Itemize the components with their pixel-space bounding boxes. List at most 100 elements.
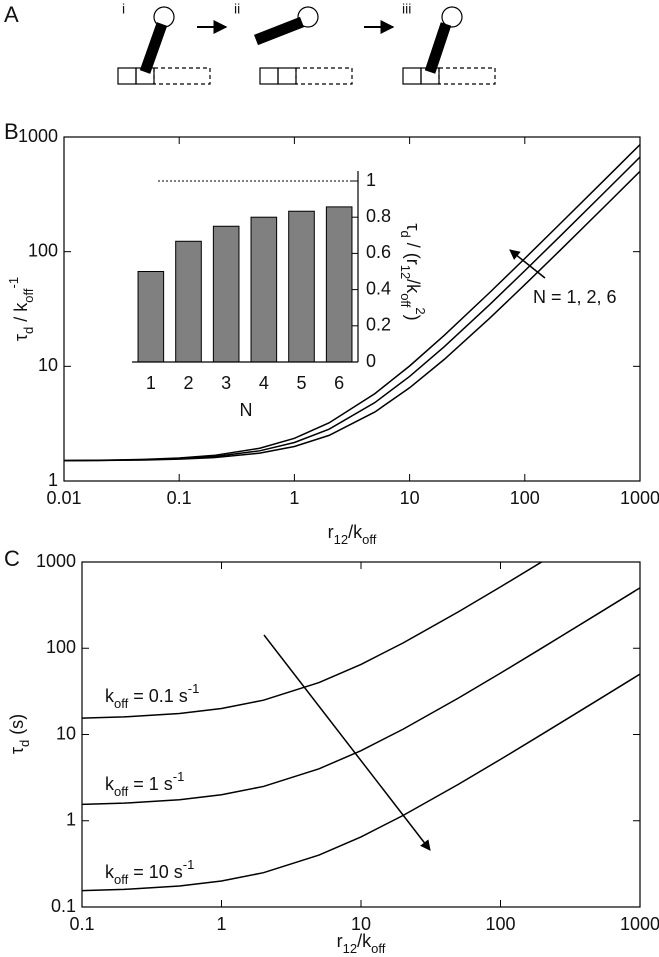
y-tick-label: 0.6 xyxy=(366,242,391,262)
x-axis-label: N xyxy=(240,400,253,420)
x-tick-label: 0.1 xyxy=(167,488,192,508)
series-label: koff = 1 s-1 xyxy=(105,769,184,799)
text-part: = 10 s xyxy=(128,862,183,882)
curve xyxy=(82,562,544,719)
y-axis-label: τd (s) xyxy=(7,714,32,754)
series-label: koff = 10 s-1 xyxy=(105,857,194,887)
x-axis-label: r12/koff xyxy=(328,522,377,547)
text-part: k xyxy=(105,686,115,706)
arrow xyxy=(509,249,546,279)
curve xyxy=(82,673,640,892)
text-part: ) xyxy=(403,315,423,321)
y-tick-label: 0.1 xyxy=(51,896,76,916)
text-part: off xyxy=(114,872,129,887)
text-part: -1 xyxy=(6,277,21,289)
text-part: r xyxy=(337,931,343,951)
step-label: iii xyxy=(402,1,411,17)
text-part: 2 xyxy=(413,307,428,314)
text-part: d xyxy=(17,740,32,747)
y-tick-label: 10 xyxy=(56,723,76,743)
text-part: 12 xyxy=(343,941,357,956)
bar xyxy=(212,225,240,363)
text-part: (s) xyxy=(7,714,27,740)
text-part: /k xyxy=(348,522,363,542)
plot-frame xyxy=(81,561,641,908)
bar xyxy=(175,240,202,363)
text-part: k xyxy=(105,862,115,882)
bar xyxy=(137,271,165,363)
y-tick-label: 1 xyxy=(48,470,58,490)
text-part: off xyxy=(114,784,129,799)
text-part: -1 xyxy=(188,681,200,696)
panel-letter: B xyxy=(4,119,19,144)
x-tick-label: 1 xyxy=(289,488,299,508)
text-part: off xyxy=(114,696,129,711)
x-tick-label: 3 xyxy=(221,373,231,393)
text-part: -1 xyxy=(183,857,195,872)
annotation: N = 1, 2, 6 xyxy=(533,287,617,307)
y-tick-label: 0.8 xyxy=(366,206,391,226)
x-tick-label: 0.1 xyxy=(69,914,94,934)
text-part: N xyxy=(240,400,253,420)
schematic: i ii iii xyxy=(117,1,496,85)
x-tick-label: 10 xyxy=(351,914,371,934)
plot-frame xyxy=(63,136,641,482)
step-label: i xyxy=(122,1,125,17)
arrow xyxy=(263,634,431,851)
y-tick-label: 0.4 xyxy=(366,278,391,298)
x-tick-label: 1 xyxy=(146,373,156,393)
y-tick-label: 0.2 xyxy=(366,315,391,335)
curve xyxy=(64,144,640,462)
step-label: ii xyxy=(234,1,240,17)
text-part: = 1 s xyxy=(128,774,173,794)
y-tick-label: 1000 xyxy=(18,126,58,146)
x-tick-label: 6 xyxy=(334,373,344,393)
panel-letter: C xyxy=(4,546,20,571)
text-part: / k xyxy=(11,302,31,327)
y-tick-label: 100 xyxy=(46,637,76,657)
x-axis-label: r12/koff xyxy=(337,931,386,956)
text-part: τ xyxy=(11,334,31,341)
y-tick-label: 1000 xyxy=(36,551,76,571)
text-part: off xyxy=(371,941,386,956)
text-part: /k xyxy=(403,279,423,294)
y-tick-label: 0 xyxy=(366,351,376,371)
bar xyxy=(325,206,353,363)
bar xyxy=(288,210,315,363)
y-axis-label: τd / (r12/koff2) xyxy=(398,223,428,320)
y-tick-label: 1 xyxy=(366,170,376,190)
text-part: d xyxy=(21,327,36,334)
y-axis-label: τd / koff-1 xyxy=(6,277,36,341)
text-part: 12 xyxy=(334,532,348,547)
text-part: r xyxy=(328,522,334,542)
x-tick-label: 1000 xyxy=(620,488,659,508)
x-tick-label: 10 xyxy=(400,488,420,508)
text-part: -1 xyxy=(173,769,185,784)
bar xyxy=(250,216,278,363)
x-tick-label: 0.01 xyxy=(46,488,81,508)
text-part: d xyxy=(398,230,413,237)
x-tick-label: 100 xyxy=(485,914,515,934)
text-part: / (r xyxy=(403,238,423,265)
series-label: koff = 0.1 s-1 xyxy=(105,681,199,711)
text-part: off xyxy=(21,288,36,303)
y-tick-label: 100 xyxy=(28,240,58,260)
x-tick-label: 1 xyxy=(216,914,226,934)
text-part: k xyxy=(105,774,115,794)
y-tick-label: 10 xyxy=(38,355,58,375)
panel-letter: A xyxy=(4,2,19,27)
curve xyxy=(82,587,640,806)
x-tick-label: 4 xyxy=(259,373,269,393)
text-part: τ xyxy=(403,223,423,230)
text-part: τ xyxy=(7,747,27,754)
x-tick-label: 5 xyxy=(296,373,306,393)
text-part: off xyxy=(362,532,377,547)
text-part: = 0.1 s xyxy=(128,686,188,706)
text-part: /k xyxy=(357,931,372,951)
x-tick-label: 100 xyxy=(510,488,540,508)
x-tick-label: 1000 xyxy=(620,914,659,934)
text-part: 12 xyxy=(398,265,413,279)
y-tick-label: 1 xyxy=(66,810,76,830)
x-tick-label: 2 xyxy=(183,373,193,393)
